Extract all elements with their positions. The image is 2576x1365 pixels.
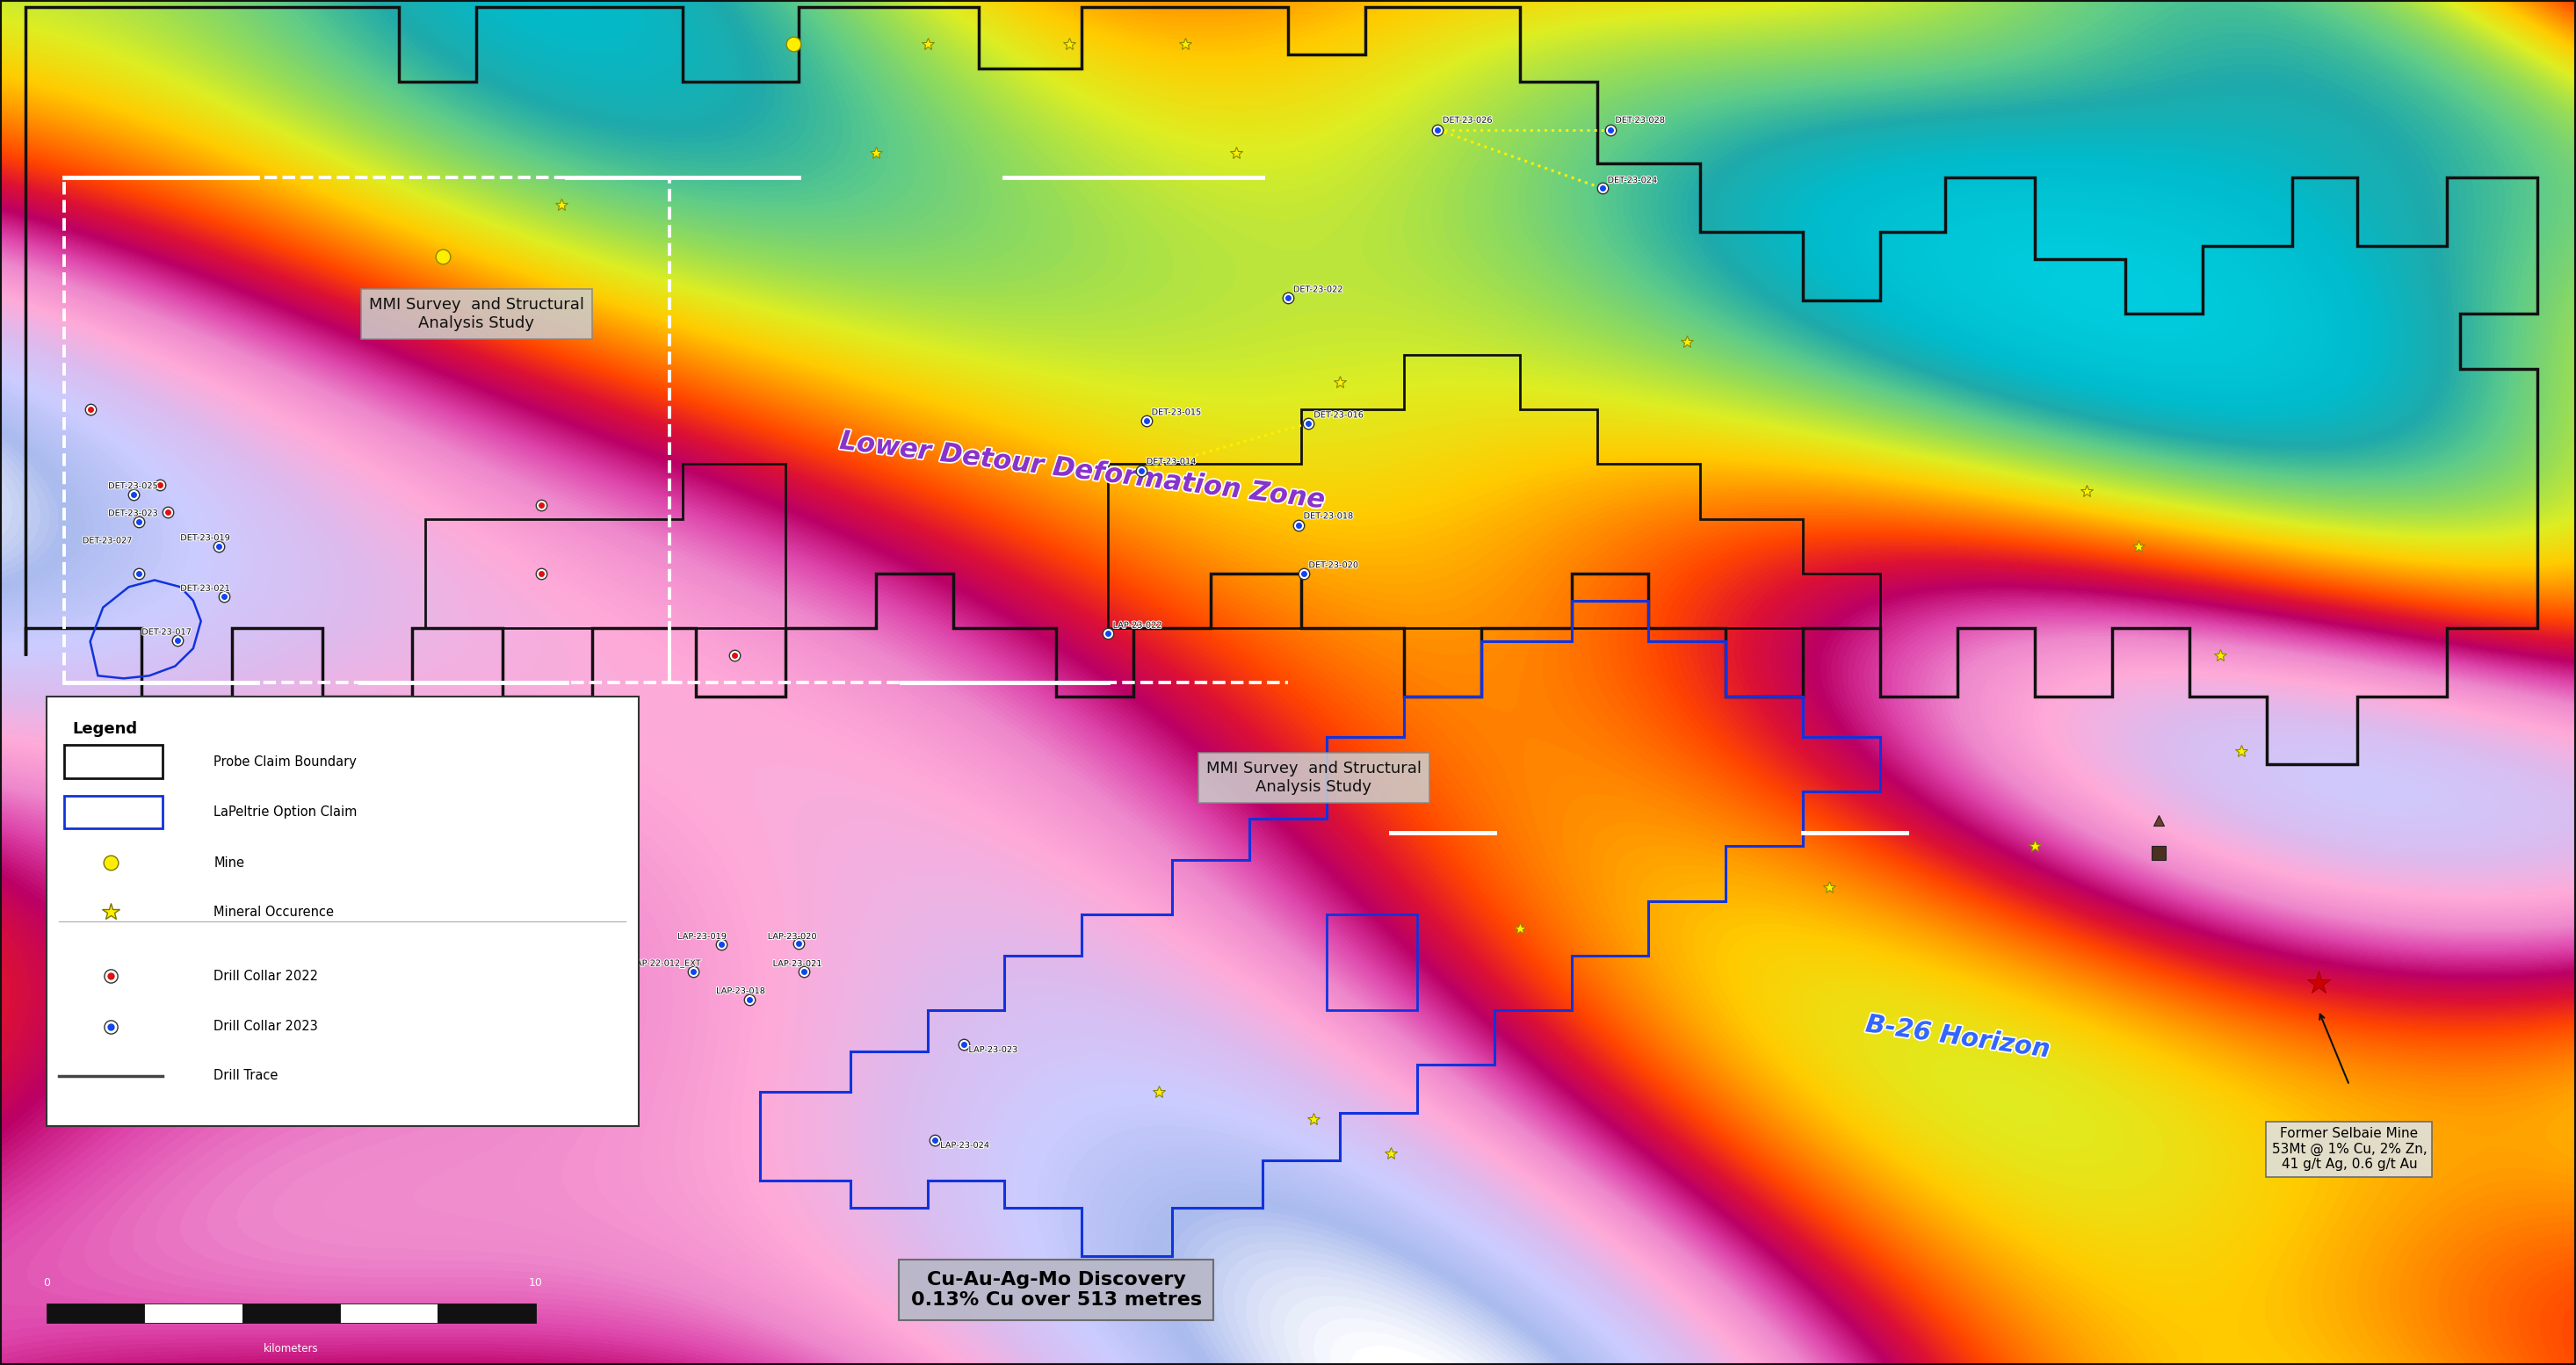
Text: Legend: Legend bbox=[72, 721, 137, 737]
Text: DET-23-027: DET-23-027 bbox=[82, 536, 131, 545]
Text: Drill Collar 2023: Drill Collar 2023 bbox=[214, 1020, 319, 1033]
Text: kilometers: kilometers bbox=[263, 1343, 319, 1354]
Text: DET-23-023: DET-23-023 bbox=[108, 509, 157, 517]
Text: DET-23-017: DET-23-017 bbox=[142, 628, 191, 636]
Text: Probe Claim Boundary: Probe Claim Boundary bbox=[214, 755, 358, 768]
Text: Lower Detour Deformation Zone: Lower Detour Deformation Zone bbox=[837, 429, 1327, 513]
Bar bbox=[64, 745, 162, 778]
Text: DET-23-026: DET-23-026 bbox=[1443, 116, 1492, 124]
Text: 0: 0 bbox=[44, 1278, 49, 1289]
Text: DET-23-021: DET-23-021 bbox=[180, 584, 229, 592]
Text: DET-23-020: DET-23-020 bbox=[1309, 561, 1358, 569]
Text: B-26 Horizon: B-26 Horizon bbox=[1865, 1013, 2050, 1062]
Text: DET-23-019: DET-23-019 bbox=[180, 534, 229, 542]
Bar bbox=[144, 1304, 242, 1323]
Bar bbox=[242, 1304, 340, 1323]
Text: DET-23-024: DET-23-024 bbox=[1607, 176, 1656, 184]
Text: Former Selbaie Mine
53Mt @ 1% Cu, 2% Zn,
41 g/t Ag, 0.6 g/t Au: Former Selbaie Mine 53Mt @ 1% Cu, 2% Zn,… bbox=[2272, 1127, 2427, 1171]
Text: Drill Collar 2022: Drill Collar 2022 bbox=[214, 969, 319, 983]
Bar bbox=[46, 1304, 144, 1323]
Text: LAP-23-023: LAP-23-023 bbox=[969, 1046, 1018, 1054]
Bar bbox=[340, 1304, 438, 1323]
Text: MMI Survey  and Structural
Analysis Study: MMI Survey and Structural Analysis Study bbox=[1206, 762, 1422, 794]
Text: LAP-23-021: LAP-23-021 bbox=[773, 960, 822, 968]
Text: LaPeltrie Option Claim: LaPeltrie Option Claim bbox=[214, 805, 358, 819]
Text: DET-23-022: DET-23-022 bbox=[1293, 285, 1342, 293]
Text: DET-23-014: DET-23-014 bbox=[1146, 457, 1195, 465]
Text: Mine: Mine bbox=[214, 856, 245, 870]
Text: Drill Trace: Drill Trace bbox=[214, 1069, 278, 1082]
Text: Mineral Occurence: Mineral Occurence bbox=[214, 905, 335, 919]
Text: LAP-22-012_EXT: LAP-22-012_EXT bbox=[631, 958, 701, 969]
Text: MMI Survey  and Structural
Analysis Study: MMI Survey and Structural Analysis Study bbox=[368, 298, 585, 330]
Text: DET-23-016: DET-23-016 bbox=[1314, 411, 1363, 419]
Text: LAP-23-022: LAP-23-022 bbox=[1113, 621, 1162, 629]
Text: Cu-Au-Ag-Mo Discovery
0.13% Cu over 513 metres: Cu-Au-Ag-Mo Discovery 0.13% Cu over 513 … bbox=[912, 1271, 1200, 1309]
Bar bbox=[438, 1304, 536, 1323]
Text: LAP-23-024: LAP-23-024 bbox=[940, 1141, 989, 1149]
Text: LAP-23-018: LAP-23-018 bbox=[716, 987, 765, 995]
Text: LAP-23-020: LAP-23-020 bbox=[768, 932, 817, 940]
Text: LAP-23-019: LAP-23-019 bbox=[677, 932, 726, 940]
Text: 10: 10 bbox=[528, 1278, 544, 1289]
Bar bbox=[46, 696, 639, 1126]
Text: DET-23-015: DET-23-015 bbox=[1151, 408, 1200, 416]
Text: DET-23-025: DET-23-025 bbox=[108, 482, 157, 490]
Text: DET-23-018: DET-23-018 bbox=[1303, 512, 1352, 520]
Bar bbox=[64, 796, 162, 829]
Text: DET-23-028: DET-23-028 bbox=[1615, 116, 1664, 124]
